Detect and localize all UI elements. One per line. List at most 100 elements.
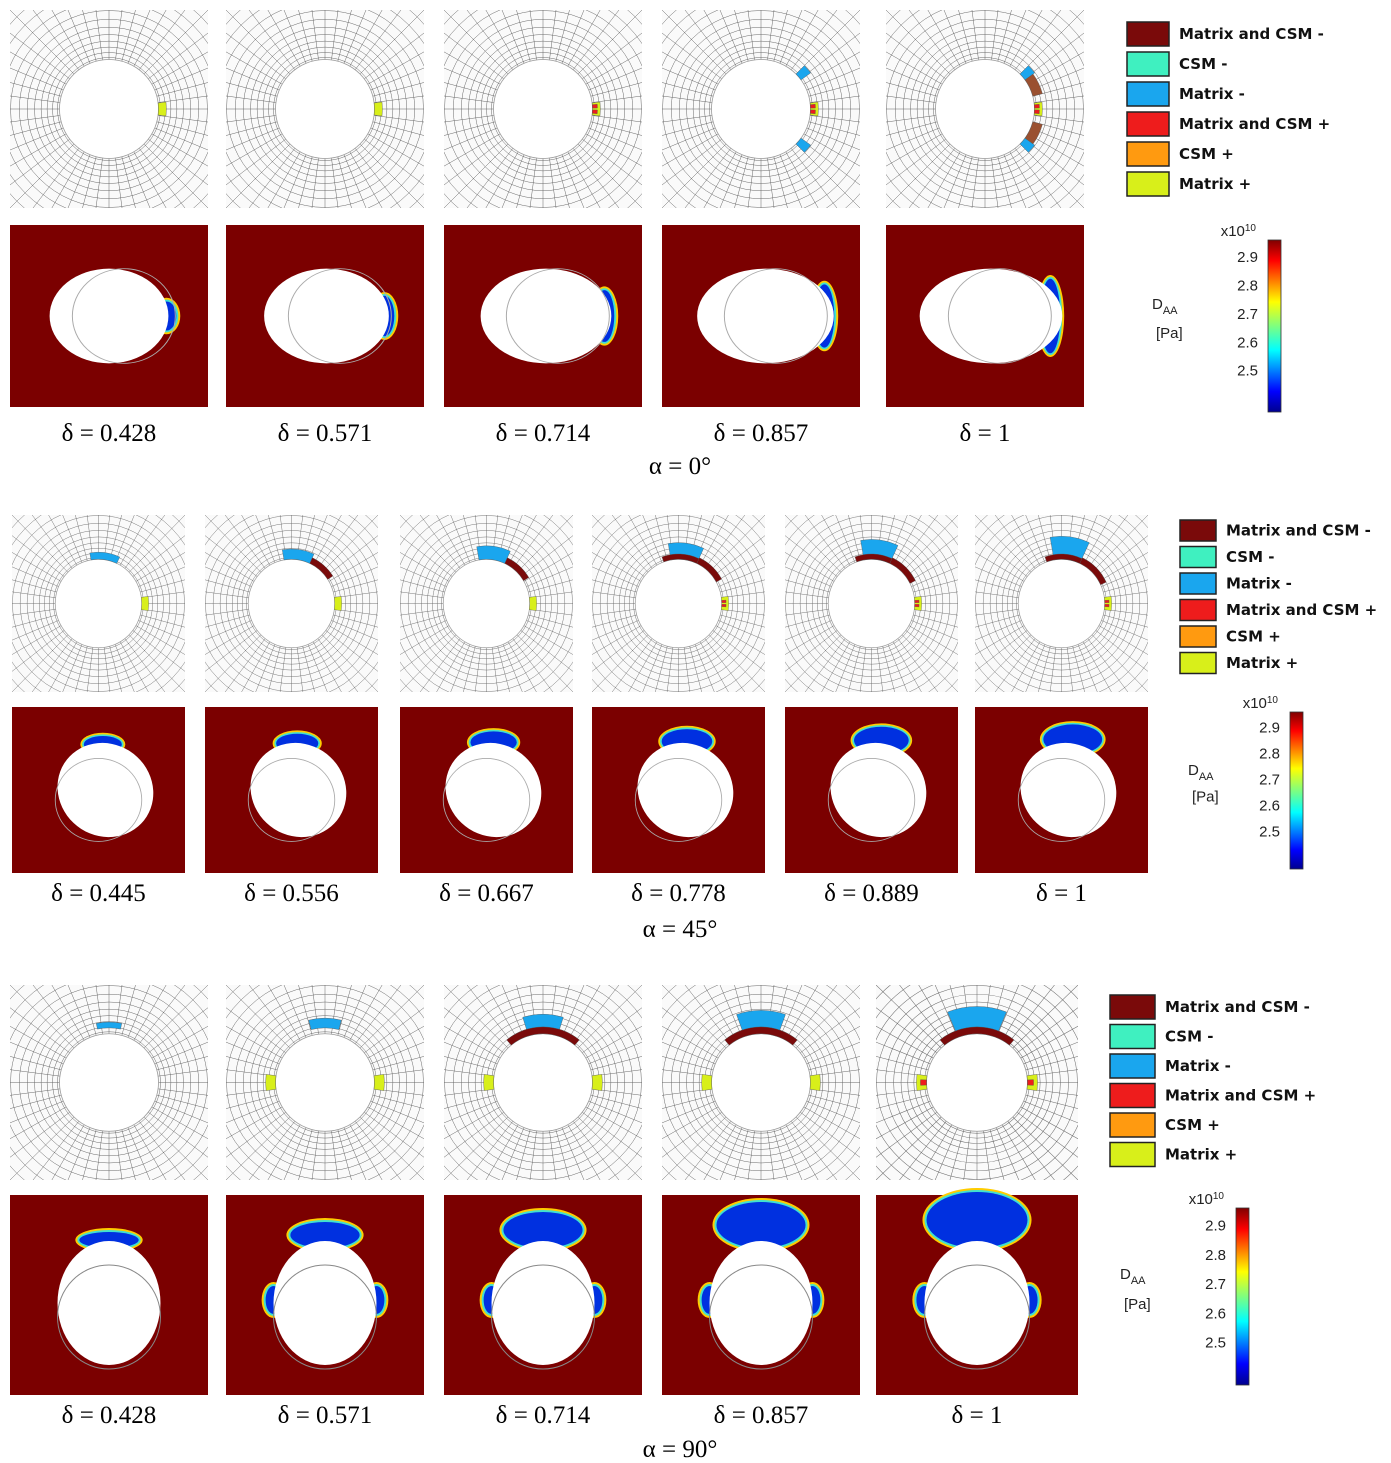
legend-swatch	[1110, 1054, 1155, 1078]
damage-cell	[592, 102, 600, 116]
hole-deformed	[264, 269, 389, 364]
hole-deformed	[50, 269, 169, 364]
contour-image	[886, 225, 1084, 407]
contour-image	[226, 1195, 424, 1395]
delta-label: δ = 0.714	[496, 1402, 591, 1429]
damage-cell	[1105, 604, 1109, 607]
colorbar	[1236, 1208, 1249, 1385]
legend-label: Matrix and CSM -	[1226, 522, 1371, 540]
legend-swatch	[1127, 112, 1169, 136]
legend-swatch	[1180, 653, 1216, 674]
legend-label: CSM -	[1226, 548, 1274, 566]
colorbar-tick-label: 2.6	[1205, 1305, 1226, 1322]
mesh-image	[177, 936, 474, 1229]
damage-cell	[914, 596, 921, 610]
exponent-power: 10	[1245, 223, 1257, 234]
figure: δ = 0.428δ = 0.571δ = 0.714δ = 0.857δ = …	[0, 0, 1391, 1463]
damage-cell	[141, 596, 148, 610]
contour-image	[10, 225, 208, 407]
colorbar-exponent: x1010	[1243, 695, 1279, 712]
colorbar-tick-label: 2.8	[1259, 746, 1280, 763]
contour-image	[226, 225, 424, 407]
damage-cell	[374, 1074, 384, 1090]
mesh-image	[395, 0, 692, 258]
mesh-image	[395, 936, 692, 1229]
contour-image	[400, 707, 573, 873]
damage-cell	[915, 600, 919, 603]
colorbar-quantity: DAA	[1188, 762, 1214, 783]
damage-overlay	[592, 102, 600, 116]
legend-label: CSM -	[1179, 55, 1227, 73]
damage-cell	[920, 1080, 926, 1086]
colorbar-exponent: x1010	[1189, 1191, 1225, 1208]
mesh-image	[549, 471, 809, 737]
contour-image	[592, 707, 765, 873]
quantity: D	[1152, 296, 1163, 313]
contour-band	[927, 1192, 1028, 1248]
exponent-power: 10	[1213, 1191, 1225, 1202]
delta-label: δ = 0.714	[496, 420, 591, 447]
mesh-image	[0, 936, 258, 1229]
damage-cell	[529, 596, 536, 610]
contour-image	[12, 707, 185, 873]
damage-cell	[722, 600, 726, 603]
damage-cell	[1104, 596, 1111, 610]
legend-label: Matrix and CSM -	[1179, 25, 1324, 43]
colorbar-tick-label: 2.6	[1237, 334, 1258, 351]
damage-cell	[96, 1022, 122, 1029]
delta-label: δ = 0.571	[278, 420, 373, 447]
damage-cell	[1034, 104, 1039, 108]
damage-overlay	[96, 1022, 122, 1029]
quantity-subscript: AA	[1199, 771, 1214, 783]
damage-cell	[722, 604, 726, 607]
damage-cell	[592, 1074, 602, 1090]
colorbar-tick-label: 2.7	[1259, 772, 1280, 789]
legend-label: Matrix -	[1226, 575, 1292, 593]
damage-cell	[592, 104, 597, 108]
mesh-image	[0, 0, 258, 258]
colorbar	[1290, 712, 1303, 869]
colorbar-tick-label: 2.5	[1259, 823, 1280, 840]
legend-label: Matrix -	[1165, 1057, 1231, 1075]
colorbar-unit: [Pa]	[1192, 788, 1219, 805]
colorbar-quantity: DAA	[1120, 1266, 1146, 1287]
damage-cell	[158, 102, 166, 116]
hole-deformed	[710, 1241, 813, 1365]
delta-label: δ = 0.428	[62, 420, 157, 447]
legend-label: CSM +	[1165, 1116, 1220, 1134]
legend-swatch	[1180, 600, 1216, 621]
delta-label: δ = 1	[952, 1402, 1003, 1429]
colorbar-tick-label: 2.5	[1205, 1335, 1226, 1352]
damage-overlay	[158, 102, 166, 116]
damage-cell	[1034, 110, 1039, 114]
delta-label: δ = 0.445	[51, 880, 146, 907]
mesh-image	[357, 471, 617, 737]
contour-image	[205, 707, 378, 873]
mesh-image	[613, 936, 910, 1229]
hole-deformed	[492, 1241, 595, 1365]
damage-overlay	[374, 102, 382, 116]
legend-swatch	[1180, 547, 1216, 568]
legend-label: CSM +	[1179, 145, 1234, 163]
damage-cell	[810, 110, 815, 114]
contour-image	[662, 225, 860, 407]
damage-cell	[592, 110, 597, 114]
mesh-image	[613, 0, 910, 258]
exponent-base: x10	[1243, 695, 1267, 712]
contour-image	[10, 1195, 208, 1395]
colorbar-quantity: DAA	[1152, 296, 1178, 317]
legend-swatch	[1110, 1143, 1155, 1167]
colorbar-tick-label: 2.7	[1237, 306, 1258, 323]
legend-label: Matrix +	[1165, 1146, 1237, 1164]
colorbar-tick-label: 2.9	[1205, 1218, 1226, 1235]
damage-cell	[1034, 102, 1042, 116]
delta-label: δ = 0.428	[62, 1402, 157, 1429]
contour-image	[444, 225, 642, 407]
colorbar-tick-label: 2.8	[1205, 1247, 1226, 1264]
quantity-subscript: AA	[1131, 1275, 1146, 1287]
legend-label: Matrix and CSM +	[1179, 115, 1330, 133]
colorbar	[1268, 240, 1281, 412]
colorbar-tick-label: 2.8	[1237, 278, 1258, 295]
legend-swatch	[1180, 626, 1216, 647]
damage-cell	[374, 102, 382, 116]
